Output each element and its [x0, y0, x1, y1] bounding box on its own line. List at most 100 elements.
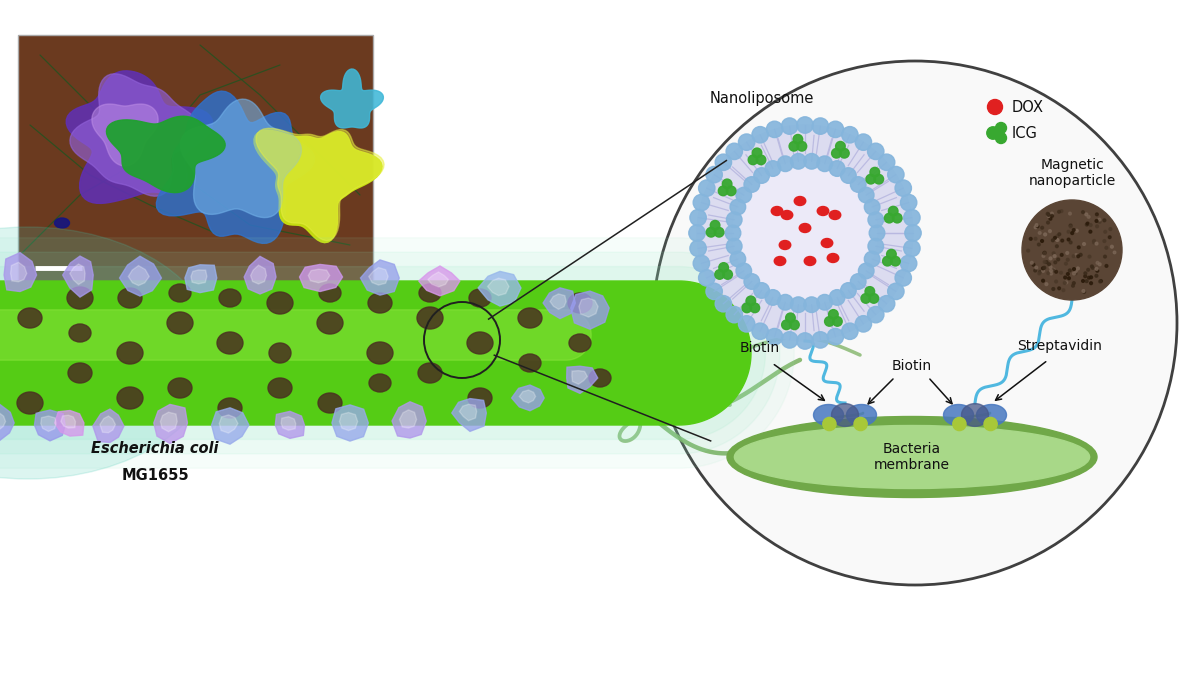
- Circle shape: [832, 148, 841, 158]
- Circle shape: [1103, 219, 1105, 222]
- Text: Biotin: Biotin: [892, 359, 932, 373]
- Circle shape: [744, 177, 760, 192]
- Circle shape: [1074, 269, 1078, 273]
- Circle shape: [694, 255, 709, 271]
- Circle shape: [1022, 200, 1122, 300]
- Circle shape: [689, 225, 706, 241]
- Ellipse shape: [734, 425, 1090, 489]
- Ellipse shape: [469, 289, 491, 307]
- Circle shape: [1082, 290, 1085, 292]
- Circle shape: [756, 155, 766, 165]
- Ellipse shape: [804, 256, 816, 265]
- Circle shape: [1084, 275, 1086, 277]
- Circle shape: [1031, 261, 1033, 264]
- Circle shape: [778, 156, 793, 171]
- Ellipse shape: [772, 207, 782, 215]
- Circle shape: [1068, 269, 1072, 272]
- Circle shape: [797, 333, 814, 349]
- Circle shape: [1049, 266, 1052, 269]
- Circle shape: [1048, 215, 1050, 217]
- Polygon shape: [368, 267, 388, 285]
- Circle shape: [1084, 272, 1087, 275]
- Polygon shape: [392, 402, 426, 438]
- Ellipse shape: [268, 378, 292, 398]
- Circle shape: [1086, 222, 1090, 225]
- Circle shape: [746, 296, 756, 306]
- Circle shape: [754, 283, 769, 298]
- Circle shape: [1098, 218, 1100, 221]
- Circle shape: [1043, 261, 1046, 263]
- Circle shape: [706, 284, 722, 300]
- Polygon shape: [550, 294, 566, 309]
- Circle shape: [869, 225, 884, 241]
- Circle shape: [829, 161, 845, 176]
- Circle shape: [750, 303, 760, 313]
- Circle shape: [833, 317, 842, 326]
- Circle shape: [1027, 249, 1030, 252]
- Polygon shape: [70, 264, 85, 285]
- Circle shape: [1049, 217, 1052, 220]
- Circle shape: [1085, 223, 1088, 226]
- Circle shape: [1092, 241, 1096, 244]
- Circle shape: [1051, 239, 1055, 242]
- Circle shape: [905, 225, 922, 241]
- Circle shape: [804, 297, 820, 313]
- Polygon shape: [0, 238, 794, 468]
- Circle shape: [1091, 267, 1094, 269]
- Circle shape: [996, 122, 1007, 134]
- Circle shape: [1090, 223, 1092, 226]
- Polygon shape: [428, 272, 449, 287]
- Circle shape: [791, 153, 806, 169]
- Circle shape: [697, 125, 913, 341]
- Circle shape: [1055, 280, 1057, 283]
- Polygon shape: [11, 263, 26, 281]
- Circle shape: [953, 417, 966, 431]
- Circle shape: [719, 263, 728, 272]
- Circle shape: [1087, 269, 1090, 271]
- Polygon shape: [832, 404, 858, 427]
- Polygon shape: [66, 71, 212, 203]
- Ellipse shape: [218, 289, 241, 307]
- Text: Escherichia coli: Escherichia coli: [91, 441, 218, 456]
- Circle shape: [984, 417, 997, 431]
- Circle shape: [752, 148, 762, 158]
- Circle shape: [719, 186, 728, 196]
- Circle shape: [1046, 221, 1050, 224]
- Circle shape: [1073, 272, 1075, 275]
- Circle shape: [1076, 255, 1080, 258]
- Polygon shape: [460, 404, 476, 421]
- Circle shape: [733, 161, 877, 305]
- Circle shape: [1034, 226, 1037, 229]
- Circle shape: [868, 238, 883, 254]
- Circle shape: [710, 221, 720, 230]
- Polygon shape: [41, 416, 56, 431]
- Polygon shape: [4, 252, 36, 292]
- Polygon shape: [0, 404, 14, 440]
- Circle shape: [1044, 233, 1046, 236]
- Circle shape: [864, 199, 880, 215]
- Circle shape: [781, 320, 791, 329]
- Circle shape: [895, 270, 912, 286]
- Circle shape: [1082, 290, 1086, 294]
- Circle shape: [1085, 279, 1088, 283]
- Circle shape: [868, 212, 883, 227]
- Circle shape: [865, 287, 875, 296]
- Circle shape: [726, 306, 743, 323]
- Ellipse shape: [589, 369, 611, 387]
- Circle shape: [730, 251, 745, 267]
- Ellipse shape: [367, 342, 394, 364]
- Circle shape: [1045, 261, 1048, 263]
- Circle shape: [1039, 271, 1042, 273]
- Ellipse shape: [468, 388, 492, 408]
- Circle shape: [726, 186, 736, 196]
- Polygon shape: [0, 310, 592, 360]
- Circle shape: [730, 199, 745, 215]
- Circle shape: [904, 209, 920, 226]
- Circle shape: [738, 134, 755, 151]
- Circle shape: [1109, 236, 1111, 238]
- Circle shape: [752, 323, 768, 340]
- Circle shape: [1037, 225, 1039, 227]
- Circle shape: [1034, 269, 1037, 272]
- Ellipse shape: [821, 238, 833, 248]
- Circle shape: [1048, 213, 1050, 216]
